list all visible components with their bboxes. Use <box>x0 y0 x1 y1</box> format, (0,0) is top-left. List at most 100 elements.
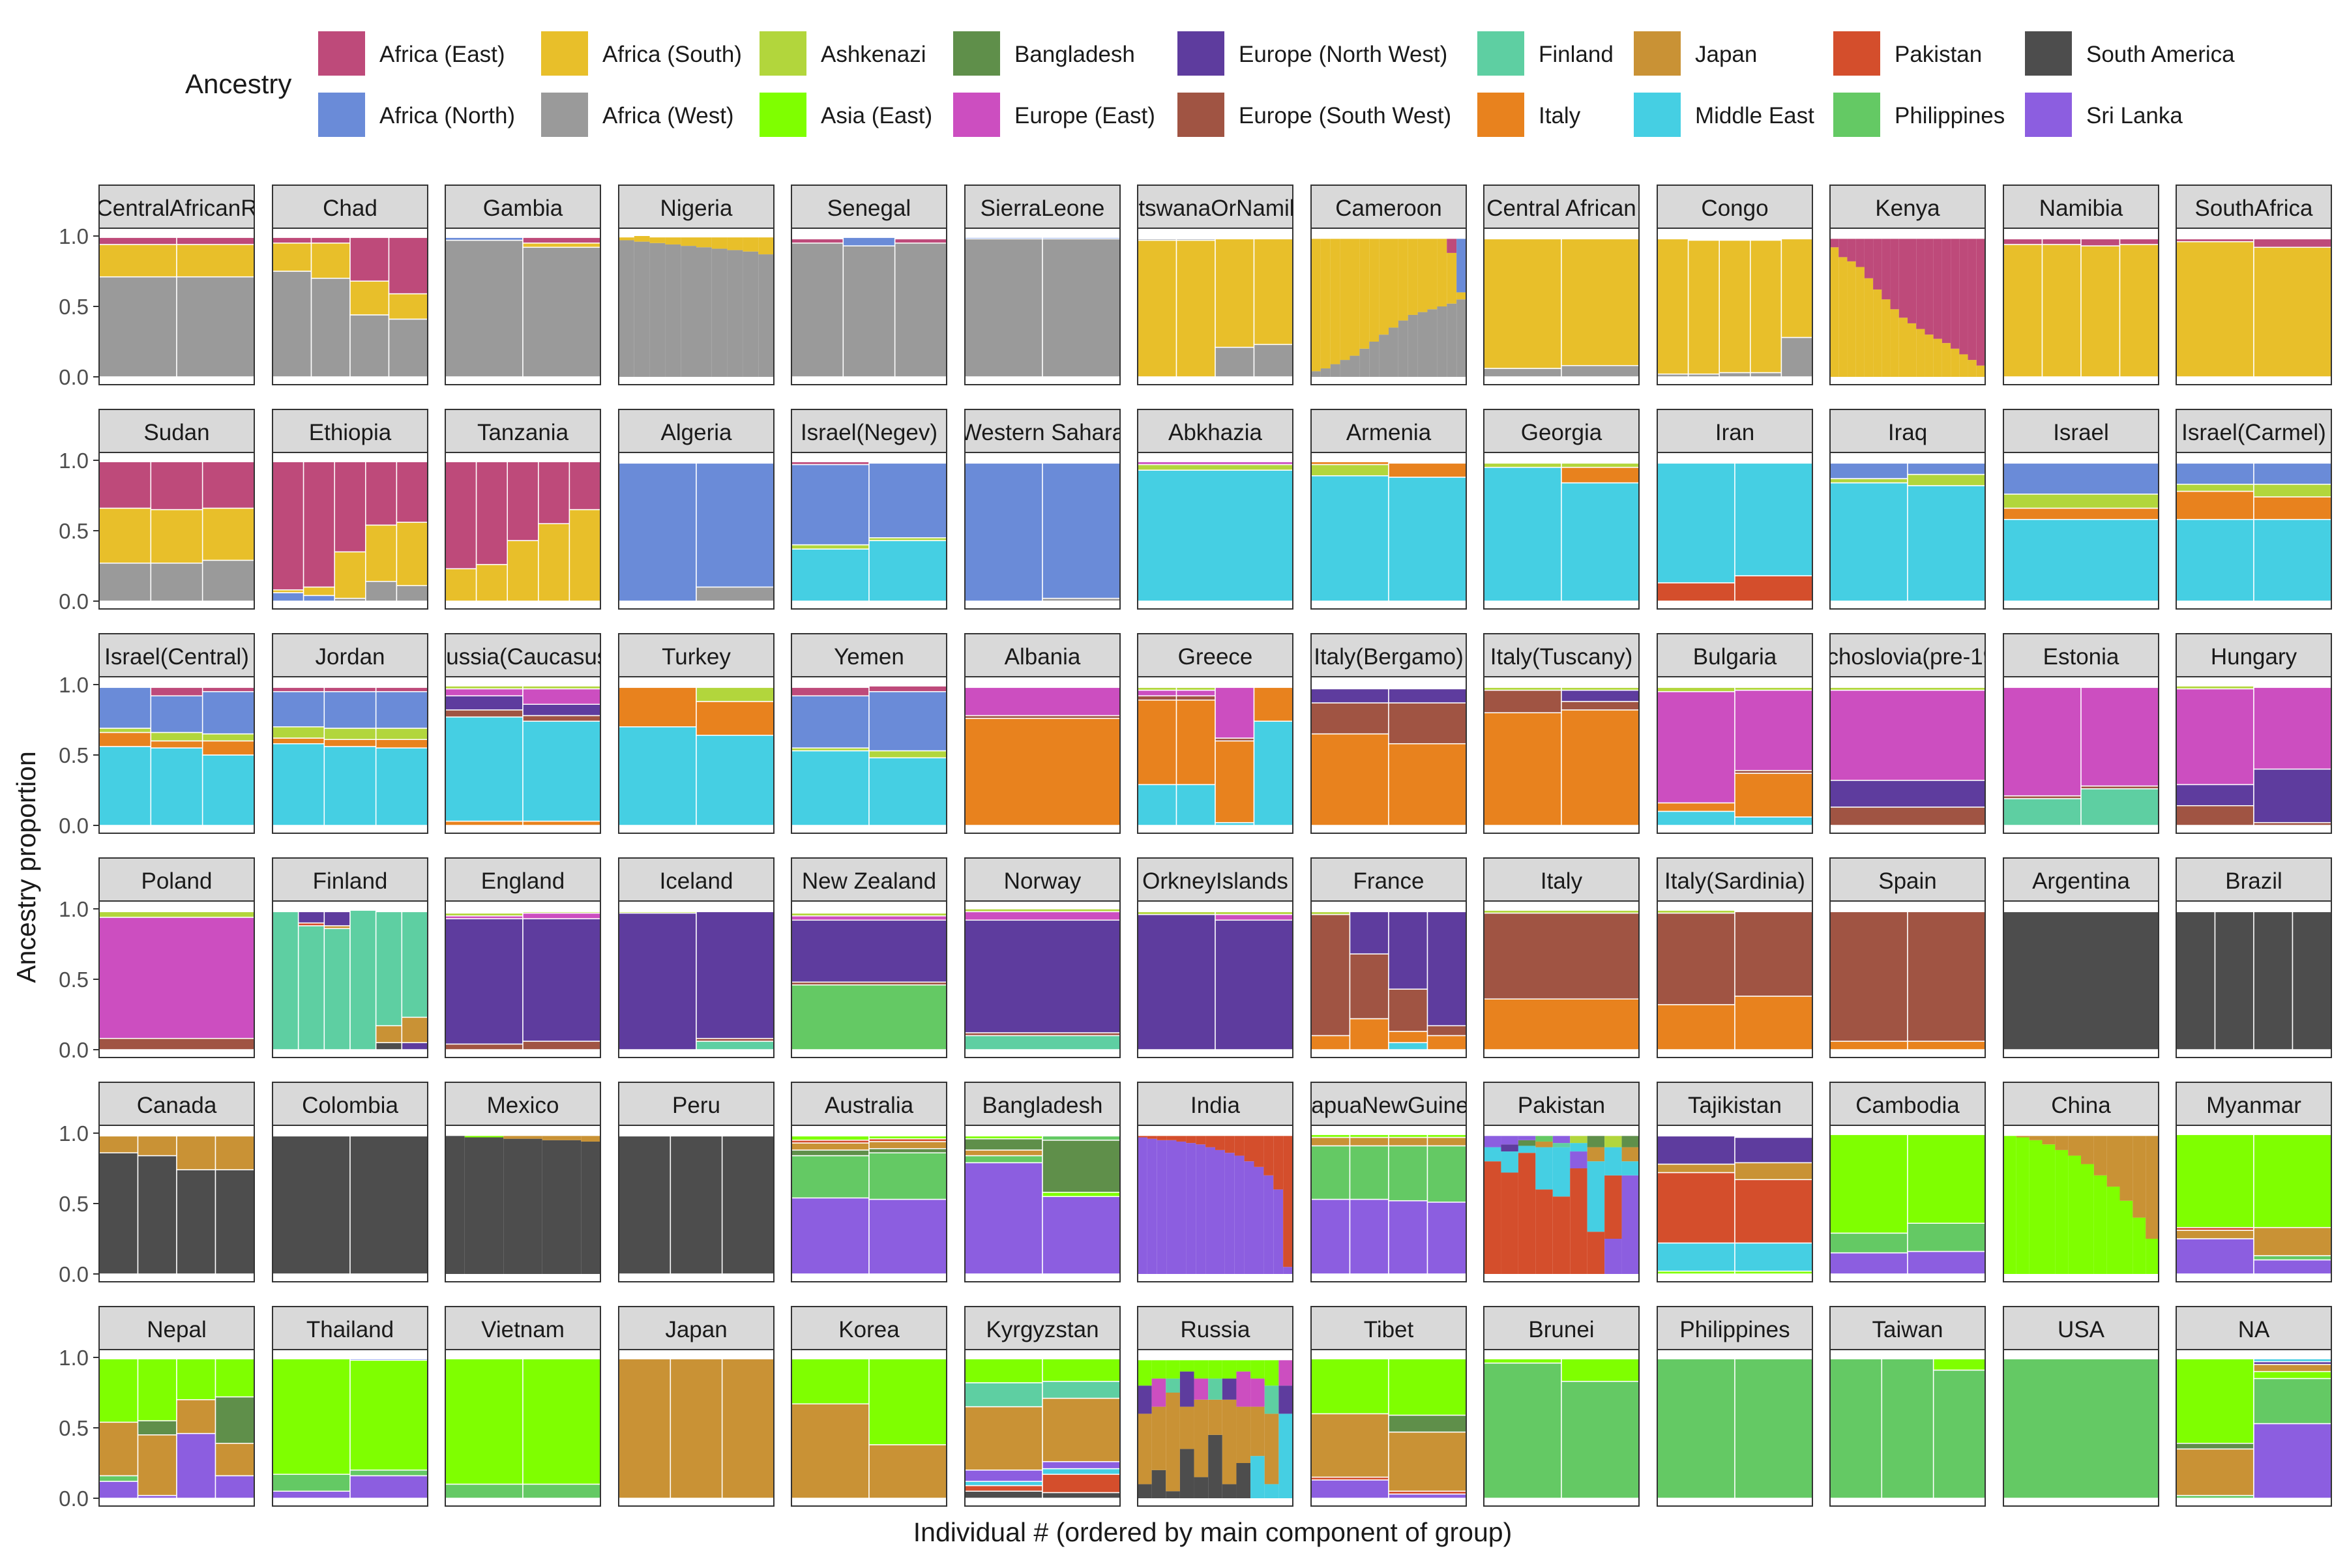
legend-swatch <box>1177 31 1224 76</box>
plot-border <box>445 676 601 834</box>
bar-segment <box>150 732 203 742</box>
bar-segment <box>1734 1242 1813 1272</box>
bar-segment <box>1350 355 1360 377</box>
facet-label: Pakistan <box>1518 1093 1605 1118</box>
bar-segment <box>2176 1134 2254 1228</box>
bar-segment <box>1310 461 1389 466</box>
bar-segment <box>1484 1147 1501 1162</box>
facet-label: Tajikistan <box>1688 1093 1782 1118</box>
plot-border <box>1483 1125 1640 1282</box>
bar-segment <box>1138 1360 1152 1386</box>
bar-segment <box>176 244 255 278</box>
facet-strip <box>964 1306 1121 1350</box>
bar-segment <box>297 925 325 1050</box>
plot-border <box>1137 452 1293 610</box>
bar-segment <box>1253 238 1293 346</box>
bar-segment <box>349 1359 428 1471</box>
bar-segment <box>445 239 524 377</box>
bar-segment <box>1137 239 1177 377</box>
facet-panel: Vietnam <box>445 1306 601 1507</box>
legend-swatch <box>953 31 1000 76</box>
legend-swatch <box>1634 31 1681 76</box>
bar-segment <box>1224 1153 1235 1274</box>
bar-segment <box>1205 1136 1215 1147</box>
bar-segment <box>98 562 152 602</box>
bar-segment <box>791 1142 870 1151</box>
facet-panel: Israel(Negev) <box>791 409 947 610</box>
facet-label: Ethiopia <box>309 420 392 445</box>
y-tick-label: 0.5 <box>59 1192 89 1216</box>
facet-label: Estonia <box>2043 644 2119 670</box>
facet-panel: Gambia <box>445 185 601 385</box>
bar-segment <box>868 1444 947 1499</box>
bar-segment <box>1734 1358 1813 1499</box>
bar-segment <box>1890 239 1899 310</box>
bar-segment <box>758 237 774 255</box>
bar-segment <box>1408 239 1418 315</box>
bar-segment <box>272 1473 351 1492</box>
bar-segment <box>1501 1144 1518 1152</box>
bar-segment <box>1042 1473 1121 1494</box>
bar-segment <box>619 237 634 241</box>
facet-panel: Hungary <box>2176 633 2332 834</box>
bar-segment <box>1310 1198 1351 1275</box>
bar-segment <box>401 1042 428 1050</box>
plot-border <box>618 228 775 385</box>
bar-segment <box>1283 1136 1293 1267</box>
facet-panel: Brunei <box>1483 1306 1640 1507</box>
bar-segment <box>964 908 1121 913</box>
bar-segment <box>310 237 351 244</box>
facet-strip <box>2176 409 2332 453</box>
facet-panel: Myanmar <box>2176 1082 2332 1282</box>
facet-panel: Iraq <box>1829 409 1986 610</box>
plot-border <box>272 1125 428 1282</box>
plot-border <box>618 1125 775 1282</box>
plot-border <box>1137 1125 1293 1282</box>
bar-segment <box>1194 1477 1209 1498</box>
facet-label: Russia <box>1181 1317 1251 1342</box>
bar-segment <box>868 757 947 826</box>
bar-segment <box>1350 239 1360 356</box>
bar-segment <box>964 1490 1043 1499</box>
bar-segment <box>150 562 203 602</box>
facet-label: Canada <box>137 1093 217 1118</box>
bar-segment <box>396 522 428 586</box>
bar-segment <box>475 461 508 565</box>
bar-segment <box>2292 911 2332 1050</box>
y-tick-label: 0.5 <box>59 1416 89 1440</box>
plot-border <box>1137 1349 1293 1507</box>
bar-segment <box>201 733 255 742</box>
facet-panel: Colombia <box>272 1082 428 1282</box>
facet-label: Greece <box>1178 644 1253 670</box>
bar-segment <box>2253 1259 2332 1275</box>
bar-segment <box>522 703 601 717</box>
bar-segment <box>581 1136 600 1142</box>
bar-segment <box>1359 239 1370 349</box>
bar-segment <box>1215 740 1255 823</box>
bar-segment <box>868 691 947 752</box>
facet-label: Namibia <box>2039 196 2123 221</box>
bar-segment <box>1157 1136 1167 1140</box>
bar-segment <box>1456 299 1466 377</box>
facet-panel: BotswanaOrNamibia <box>1137 185 1293 385</box>
y-tick-label: 1.0 <box>59 1346 89 1370</box>
y-tick-label: 1.0 <box>59 897 89 921</box>
bar-segment <box>1215 346 1255 377</box>
plot-border <box>272 228 428 385</box>
facet-panel: Ethiopia <box>272 409 428 610</box>
bar-segment <box>1447 252 1457 304</box>
bar-segment <box>1310 913 1351 1037</box>
bar-segment <box>1657 1135 1735 1165</box>
bar-segment <box>1179 1371 1194 1407</box>
bar-segment <box>375 728 428 740</box>
bar-segment <box>1137 469 1293 602</box>
plot-border <box>1483 228 1640 385</box>
y-tick-label: 1.0 <box>59 224 89 248</box>
bar-segment <box>1890 309 1899 377</box>
bar-segment <box>1166 1378 1180 1393</box>
bar-segment <box>1147 1138 1157 1274</box>
bar-segment <box>1483 467 1562 602</box>
bar-segment <box>1330 364 1340 377</box>
bar-segment <box>484 1136 504 1138</box>
facet-label: Taiwan <box>1872 1317 1943 1342</box>
